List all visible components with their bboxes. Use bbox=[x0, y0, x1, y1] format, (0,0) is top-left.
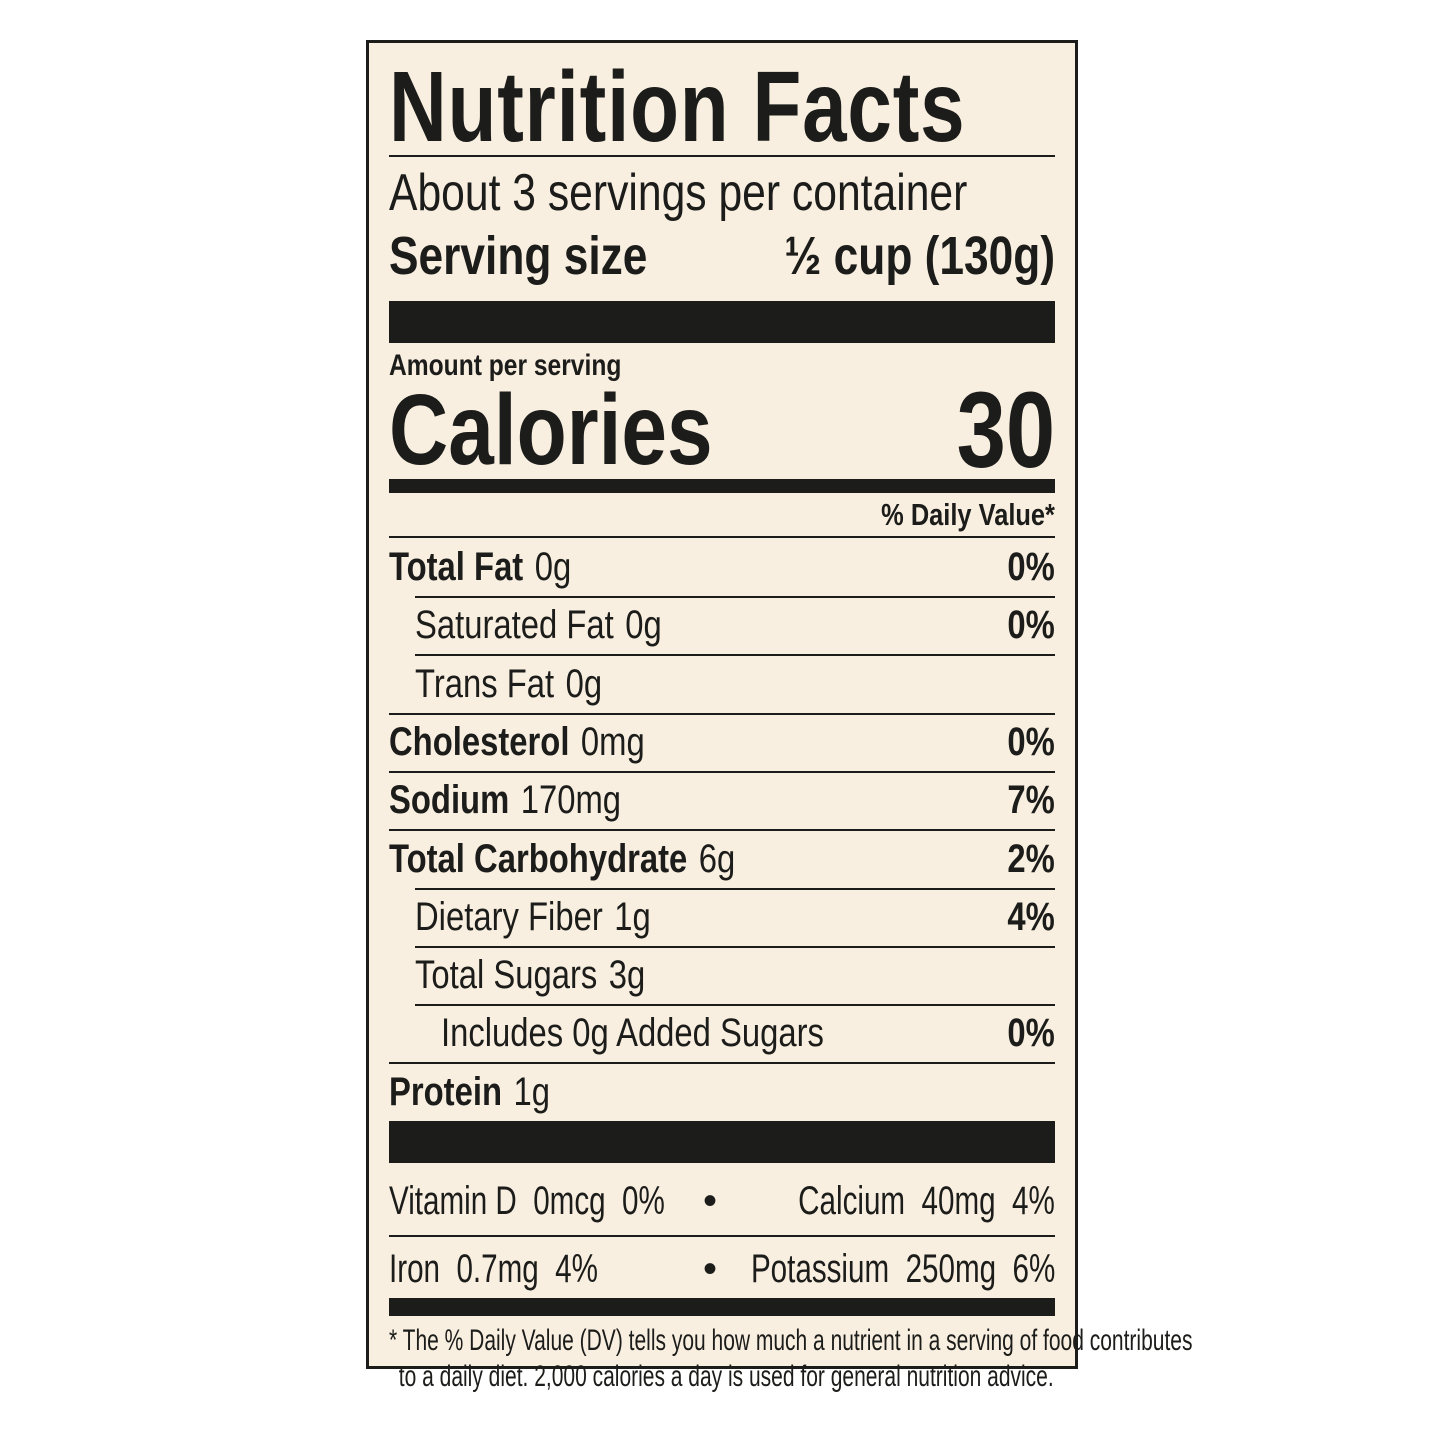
divider bbox=[415, 945, 1055, 948]
footnote-line: * The % Daily Value (DV) tells you how m… bbox=[389, 1324, 1193, 1357]
nutrient-amount: 0g bbox=[625, 603, 662, 648]
daily-value-header: % Daily Value* bbox=[881, 497, 1055, 532]
nutrient-name: Total Carbohydrate bbox=[389, 836, 688, 881]
nutrient-row: Total Carbohydrate 6g 2% bbox=[389, 831, 1055, 887]
footnote: * The % Daily Value (DV) tells you how m… bbox=[389, 1323, 1193, 1395]
divider bbox=[389, 155, 1055, 157]
nutrient-amount: 3g bbox=[608, 953, 646, 998]
nutrient-name: Saturated Fat bbox=[415, 603, 614, 648]
micronutrient-row: Iron 0.7mg 4% • Potassium 250mg 6% bbox=[389, 1239, 1055, 1299]
micronutrient-row: Vitamin D 0mcg 0% • Calcium 40mg 4% bbox=[389, 1171, 1055, 1231]
nutrient-amount: 1g bbox=[513, 1069, 550, 1114]
nutrition-facts-label: Nutrition Facts About 3 servings per con… bbox=[366, 40, 1192, 1393]
servings-per-container: About 3 servings per container bbox=[389, 164, 968, 222]
amount-per-serving: Amount per serving bbox=[389, 349, 622, 382]
nutrient-row: Protein 1g bbox=[389, 1064, 1055, 1120]
nutrient-row: Cholesterol 0mg 0% bbox=[389, 714, 1055, 770]
medium-divider bbox=[389, 1298, 1055, 1316]
divider bbox=[389, 536, 1055, 538]
nutrient-dv: 0% bbox=[1007, 545, 1055, 589]
nutrient-amount: 6g bbox=[698, 836, 736, 881]
nutrient-name: Trans Fat bbox=[415, 661, 555, 706]
serving-size-value: ½ cup (130g) bbox=[784, 226, 1055, 286]
nutrient-dv: 0% bbox=[1007, 719, 1055, 764]
nutrient-amount: 0g bbox=[534, 545, 572, 589]
title-row: Nutrition Facts bbox=[389, 57, 1055, 157]
calories-row: Calories 30 bbox=[389, 369, 1055, 490]
medium-divider bbox=[389, 479, 1055, 493]
nutrient-amount: 0g bbox=[565, 661, 603, 706]
amount-per-serving-row: Amount per serving bbox=[389, 349, 1055, 383]
nutrient-amount: 170mg bbox=[520, 778, 622, 823]
dv-header-row: % Daily Value* bbox=[389, 495, 1055, 535]
nutrient-name: Total Fat bbox=[389, 545, 524, 589]
nutrient-amount: 0mg bbox=[580, 719, 645, 764]
nutrient-amount: 1g bbox=[614, 894, 651, 939]
divider bbox=[415, 654, 1055, 657]
calories-label: Calories bbox=[389, 374, 713, 486]
nutrient-name: Protein bbox=[389, 1069, 502, 1114]
nutrient-dv: 2% bbox=[1007, 836, 1055, 881]
divider bbox=[415, 596, 1055, 598]
micronutrient-right: Potassium 250mg 6% bbox=[750, 1247, 1055, 1291]
divider bbox=[389, 712, 1055, 715]
nutrient-dv: 0% bbox=[1007, 1011, 1055, 1056]
serving-size-label: Serving size bbox=[389, 226, 648, 286]
divider bbox=[389, 1062, 1055, 1065]
serving-size-row: Serving size ½ cup (130g) bbox=[389, 225, 1055, 287]
nutrient-dv: 0% bbox=[1007, 603, 1055, 648]
nutrient-dv: 4% bbox=[1007, 894, 1055, 939]
nutrient-row: Total Sugars 3g bbox=[389, 947, 1055, 1003]
nutrient-row: Trans Fat 0g bbox=[389, 656, 1055, 712]
label-title: Nutrition Facts bbox=[389, 51, 966, 163]
nutrient-row: Dietary Fiber 1g 4% bbox=[389, 889, 1055, 945]
nutrient-name: Dietary Fiber bbox=[415, 894, 603, 939]
nutrient-dv: 7% bbox=[1007, 778, 1055, 823]
micronutrient-right: Calcium 40mg 4% bbox=[798, 1179, 1055, 1223]
calories-value: 30 bbox=[956, 369, 1055, 490]
thick-divider bbox=[389, 1121, 1055, 1163]
bullet: • bbox=[703, 1247, 718, 1291]
servings-row: About 3 servings per container bbox=[389, 165, 1055, 221]
nutrient-name: Includes 0g Added Sugars bbox=[441, 1011, 824, 1056]
divider bbox=[415, 887, 1055, 890]
nutrient-row: Saturated Fat 0g 0% bbox=[389, 597, 1055, 653]
nutrient-row: Includes 0g Added Sugars 0% bbox=[389, 1005, 1055, 1061]
nutrient-name: Sodium bbox=[389, 778, 510, 823]
thick-divider bbox=[389, 301, 1055, 343]
bullet: • bbox=[703, 1179, 718, 1223]
micronutrient-left: Iron 0.7mg 4% bbox=[389, 1247, 598, 1291]
divider bbox=[389, 770, 1055, 773]
nutrient-name: Cholesterol bbox=[389, 719, 570, 764]
nutrient-name: Total Sugars bbox=[415, 953, 598, 998]
divider bbox=[389, 829, 1055, 832]
divider bbox=[389, 1235, 1055, 1237]
nutrient-row: Sodium 170mg 7% bbox=[389, 772, 1055, 828]
footnote-line: to a daily diet. 2,000 calories a day is… bbox=[398, 1360, 1054, 1393]
micronutrient-left: Vitamin D 0mcg 0% bbox=[389, 1179, 665, 1223]
divider bbox=[415, 1004, 1055, 1007]
nutrient-row: Total Fat 0g 0% bbox=[389, 539, 1055, 595]
